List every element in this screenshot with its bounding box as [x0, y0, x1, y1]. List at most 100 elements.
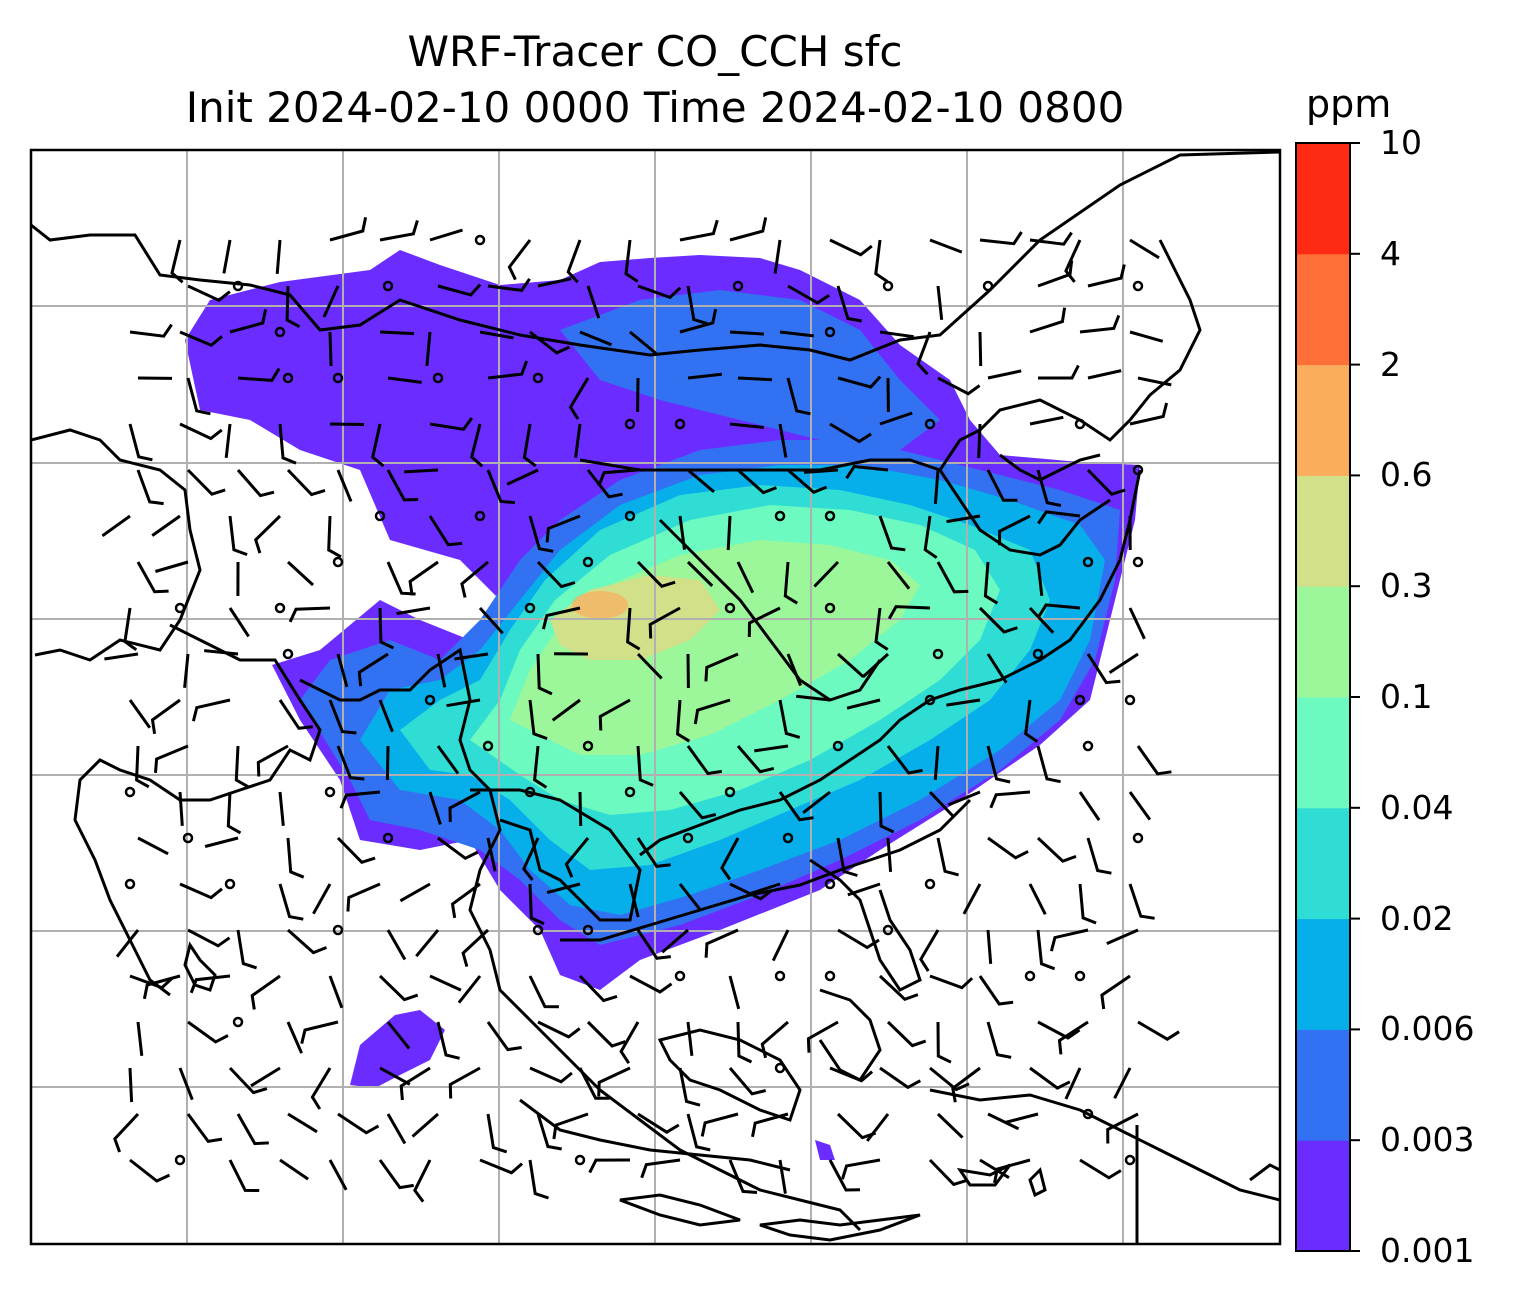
wind-barb	[179, 882, 223, 900]
wind-barb	[310, 1067, 332, 1110]
wind-barb	[278, 883, 304, 921]
wind-barb	[415, 929, 440, 958]
wind-calm-marker	[582, 556, 594, 568]
wind-barb	[328, 975, 344, 1009]
wind-barb	[237, 367, 281, 382]
wind-barb	[123, 607, 138, 652]
wind-barb	[687, 372, 722, 380]
colorbar	[1295, 142, 1360, 1252]
wind-barb	[537, 1020, 581, 1039]
wind-barb	[686, 285, 708, 326]
wind-barb	[457, 975, 482, 1004]
wind-barb	[506, 468, 539, 486]
wind-calm-marker	[382, 280, 394, 292]
wind-barb	[778, 699, 801, 739]
colorbar-tick-label: 2	[1380, 344, 1401, 384]
wind-barb	[1037, 603, 1081, 618]
wind-barb	[1057, 1020, 1089, 1055]
wind-barb	[598, 698, 631, 731]
wind-barb	[287, 1112, 318, 1134]
colorbar-segment	[1296, 918, 1350, 1030]
wind-barb	[998, 514, 1031, 546]
wind-barb	[1137, 376, 1172, 387]
wind-barb	[450, 882, 481, 919]
wind-barb	[537, 277, 572, 288]
wind-barb	[936, 561, 969, 594]
wind-barb	[1028, 606, 1055, 634]
wind-barb	[328, 331, 333, 367]
wind-barb	[460, 560, 489, 598]
wind-barb	[937, 376, 981, 396]
wind-barb	[729, 217, 768, 242]
wind-barb	[878, 515, 906, 552]
wind-barb	[179, 330, 223, 348]
wind-barb	[437, 283, 482, 297]
wind-calm-marker	[174, 602, 186, 614]
wind-barb	[286, 468, 326, 497]
wind-barb	[328, 1159, 348, 1191]
wind-barb	[1086, 468, 1126, 496]
wind-calm-marker	[774, 510, 786, 522]
wind-barb	[847, 882, 881, 897]
wind-barb	[678, 1067, 701, 1107]
wind-barb	[636, 560, 676, 589]
wind-calm-marker	[624, 786, 636, 798]
wind-barb	[929, 974, 974, 990]
wind-calm-marker	[274, 602, 286, 614]
wind-barb	[728, 1067, 767, 1096]
wind-barb	[1029, 231, 1073, 246]
colorbar-segment	[1296, 1140, 1350, 1252]
wind-barb	[1100, 974, 1131, 1010]
wind-barb	[586, 469, 623, 499]
wind-barb	[479, 330, 514, 340]
wind-barb	[947, 790, 981, 807]
wind-barb	[802, 790, 831, 814]
wind-barb	[566, 239, 582, 284]
wind-barb	[253, 514, 282, 554]
wind-barb	[288, 606, 331, 623]
wind-barb	[1004, 1112, 1039, 1124]
wind-barb	[1086, 837, 1112, 875]
wind-barb	[189, 974, 231, 994]
wind-barb	[1079, 314, 1121, 334]
wind-barb	[357, 652, 389, 687]
wind-calm-marker	[174, 1154, 186, 1166]
wind-calm-marker	[182, 832, 194, 844]
wind-barb	[1028, 883, 1047, 915]
wind-barb	[586, 1020, 626, 1048]
wind-barb	[339, 790, 381, 809]
wind-barb	[187, 284, 231, 303]
wind-barb	[1087, 264, 1126, 288]
wind-calm-marker	[732, 280, 744, 292]
wind-barb	[1106, 928, 1139, 945]
wind-barb	[228, 1066, 268, 1095]
wind-barb	[104, 652, 139, 661]
wind-barb	[923, 515, 938, 559]
wind-calm-marker	[1024, 970, 1036, 982]
wind-barb	[386, 929, 407, 961]
wind-barb	[428, 791, 442, 825]
colorbar-segment	[1296, 364, 1350, 476]
wind-barb	[637, 284, 682, 300]
wind-calm-marker	[474, 510, 486, 522]
wind-barb	[936, 1021, 952, 1064]
wind-barb	[929, 238, 963, 254]
wind-barb	[636, 929, 671, 960]
wind-barb	[336, 653, 349, 688]
wind-barb	[693, 698, 731, 725]
colorbar-tick-label: 0.001	[1380, 1231, 1475, 1270]
wind-barb	[636, 745, 654, 787]
wind-barb	[413, 1159, 432, 1203]
wind-barb	[1129, 238, 1160, 260]
wind-calm-marker	[232, 1016, 244, 1028]
wind-barb	[836, 652, 865, 678]
wind-barb	[978, 975, 1014, 1006]
wind-barb	[528, 699, 548, 741]
wind-barb	[773, 239, 782, 274]
wind-barb	[726, 515, 732, 551]
wind-barb	[878, 791, 895, 834]
wind-barb	[487, 277, 531, 293]
wind-barb	[379, 330, 415, 336]
wind-barb	[1029, 307, 1067, 334]
colorbar-tick-label: 0.003	[1380, 1120, 1475, 1160]
